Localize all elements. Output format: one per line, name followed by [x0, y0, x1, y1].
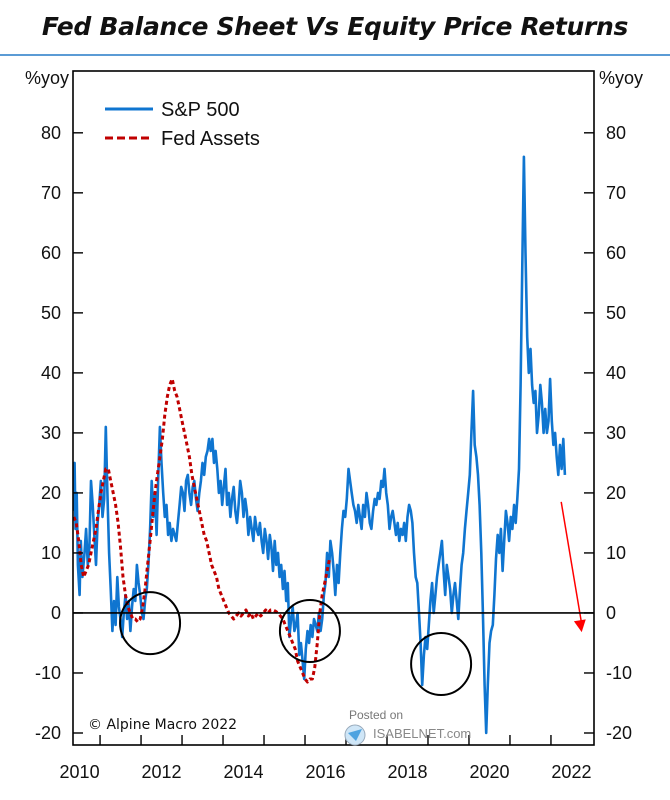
y-tick-label-left: 10 — [41, 543, 61, 563]
circle-highlight-2018 — [410, 631, 473, 696]
y-tick-label-left: 20 — [41, 483, 61, 503]
y-tick-label-right: -20 — [606, 723, 632, 743]
series-layer — [73, 155, 567, 735]
circle-highlight-2011 — [119, 591, 182, 656]
x-tick-label: 2018 — [387, 762, 427, 782]
y-axis-unit-left: %yoy — [25, 68, 69, 88]
y-tick-label-right: -10 — [606, 663, 632, 683]
y-tick-label-left: 60 — [41, 243, 61, 263]
watermark-posted-on: Posted on — [349, 708, 403, 722]
axes-layer — [72, 70, 595, 746]
circle-highlight-2015 — [278, 598, 341, 663]
y-tick-label-right: 50 — [606, 303, 626, 323]
watermark-site: ISABELNET.com — [373, 726, 471, 741]
y-tick-label-left: 40 — [41, 363, 61, 383]
y-tick-label-right: 30 — [606, 423, 626, 443]
fed-assets-line — [73, 377, 332, 684]
y-tick-label-right: 20 — [606, 483, 626, 503]
x-tick-label: 2012 — [142, 762, 182, 782]
y-tick-label-left: 50 — [41, 303, 61, 323]
y-tick-label-right: 0 — [606, 603, 616, 623]
annotation-layer — [119, 501, 586, 696]
watermark-logo-glyph-icon — [348, 729, 362, 741]
y-tick-label-right: 80 — [606, 123, 626, 143]
legend: S&P 500 Fed Assets — [105, 99, 260, 150]
y-tick-label-right: 70 — [606, 183, 626, 203]
y-tick-label-left: -10 — [35, 663, 61, 683]
title-divider — [0, 54, 670, 56]
y-tick-label-left: 30 — [41, 423, 61, 443]
legend-label-sp500: S&P 500 — [161, 99, 240, 121]
chart-title: Fed Balance Sheet Vs Equity Price Return… — [41, 12, 629, 41]
source-credit: © Alpine Macro 2022 — [88, 717, 237, 733]
sp500-line — [73, 155, 567, 735]
x-tick-label: 2020 — [469, 762, 509, 782]
arrow-shaft — [560, 501, 583, 625]
y-tick-label-left: -20 — [35, 723, 61, 743]
x-tick-label: 2014 — [224, 762, 264, 782]
y-tick-label-right: 60 — [606, 243, 626, 263]
arrow-head — [573, 619, 586, 633]
legend-label-fed-assets: Fed Assets — [161, 128, 260, 150]
x-tick-label: 2022 — [551, 762, 591, 782]
plot-frame — [72, 70, 595, 746]
y-tick-label-left: 70 — [41, 183, 61, 203]
y-axis-unit-right: %yoy — [599, 68, 643, 88]
y-tick-label-right: 10 — [606, 543, 626, 563]
y-tick-label-left: 0 — [51, 603, 61, 623]
x-tick-label: 2016 — [305, 762, 345, 782]
y-tick-label-left: 80 — [41, 123, 61, 143]
x-tick-label: 2010 — [60, 762, 100, 782]
y-tick-label-right: 40 — [606, 363, 626, 383]
